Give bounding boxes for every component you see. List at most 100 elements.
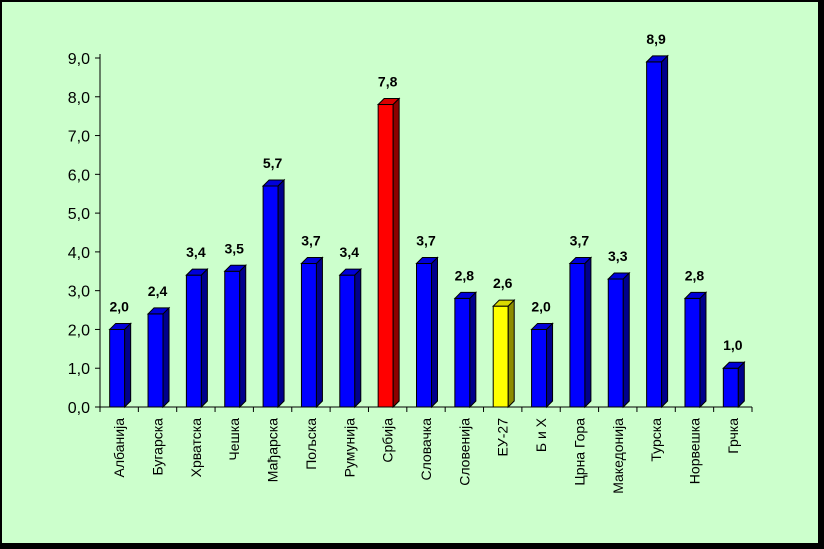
category-label: Хрватска — [188, 418, 204, 478]
category-label: Црна Гора — [571, 418, 587, 486]
category-label: Србија — [380, 418, 396, 463]
y-tick-label: 2,0 — [68, 322, 90, 339]
bar-side — [737, 361, 745, 409]
data-label: 1,0 — [723, 337, 743, 353]
y-tick-label: 4,0 — [68, 245, 90, 262]
bar-side — [431, 256, 438, 409]
y-tick-label: 1,0 — [68, 361, 90, 378]
category-label: Бугарска — [150, 418, 166, 476]
category-label: Б и Х — [533, 417, 549, 452]
bar-front — [416, 263, 432, 408]
bar-front — [722, 367, 739, 408]
bar-front — [646, 61, 663, 408]
bar-chart: 0,0 1,0 2,0 3,0 4,0 5,0 6,0 7,0 8,0 9,0 2,0 Албани… — [68, 31, 753, 494]
y-tick-label: 8,0 — [68, 90, 90, 107]
bar-side — [162, 306, 170, 409]
category-label: Словачка — [418, 418, 434, 481]
bar-side — [469, 291, 477, 409]
bar-front — [224, 270, 241, 408]
y-tick-label: 6,0 — [68, 167, 90, 184]
bar-side — [277, 178, 285, 409]
bar — [338, 267, 363, 409]
category-label: ЕУ-27 — [495, 418, 511, 457]
bar — [185, 267, 209, 409]
data-label: 3,4 — [340, 244, 360, 260]
bar-side — [584, 256, 592, 409]
data-label: 2,0 — [109, 298, 129, 314]
bar-side — [661, 54, 669, 409]
bar-front — [607, 278, 624, 408]
bar-side — [507, 298, 515, 409]
bar — [568, 256, 593, 409]
data-label: 3,3 — [608, 248, 628, 264]
bar-side — [699, 291, 707, 409]
category-label: Норвешка — [686, 418, 702, 484]
bar-side — [315, 256, 323, 409]
bar — [300, 256, 324, 409]
data-label: 3,5 — [225, 240, 245, 256]
category-label: Албанија — [111, 418, 127, 478]
labels: 2,0 Албанија 2,4 Бугарска 3,4 Хрватска 3,5 Чешк… — [109, 31, 742, 494]
bar-front — [300, 263, 317, 408]
bar-side — [239, 264, 247, 409]
bar-front — [262, 185, 279, 408]
data-label: 2,0 — [531, 298, 551, 314]
category-label: Словенија — [456, 418, 472, 486]
data-label: 5,7 — [263, 155, 283, 171]
axes: 0,0 1,0 2,0 3,0 4,0 5,0 6,0 7,0 8,0 9,0 — [68, 51, 753, 417]
bar — [261, 178, 286, 409]
category-label: Мађарска — [265, 418, 281, 482]
data-label: 7,8 — [378, 74, 398, 90]
data-label: 2,6 — [493, 275, 513, 291]
bar — [453, 291, 478, 409]
data-label: 8,9 — [646, 31, 666, 47]
bars — [108, 54, 746, 409]
bar — [415, 256, 439, 409]
data-label: 3,7 — [301, 233, 321, 249]
bar-front — [531, 328, 548, 408]
bar-front — [377, 104, 394, 408]
bar-side — [354, 267, 362, 409]
bar-side — [546, 322, 554, 409]
bar — [108, 322, 132, 409]
bar-front — [185, 274, 202, 408]
bar-front — [492, 305, 509, 408]
data-label: 2,8 — [455, 267, 475, 283]
bar-front — [339, 274, 356, 408]
y-tick-label: 9,0 — [68, 51, 90, 68]
bar — [607, 271, 631, 409]
category-label: Турска — [648, 418, 664, 462]
bar-side — [200, 267, 208, 409]
data-label: 3,7 — [416, 233, 436, 249]
y-tick-label: 0,0 — [68, 400, 90, 417]
data-label: 2,4 — [148, 283, 168, 299]
category-label: Пољска — [303, 418, 319, 470]
bar — [722, 361, 746, 409]
y-tick-label: 7,0 — [68, 129, 90, 146]
data-label: 3,7 — [570, 233, 590, 249]
bar-front — [684, 297, 701, 408]
bar-front — [454, 297, 471, 408]
bar — [530, 322, 554, 409]
data-label: 2,8 — [685, 267, 705, 283]
bar — [645, 54, 669, 409]
category-label: Грчка — [725, 418, 741, 454]
bar — [223, 264, 247, 409]
data-label: 3,4 — [186, 244, 206, 260]
bar — [491, 298, 516, 409]
bar — [376, 97, 401, 409]
bar-side — [124, 322, 132, 409]
chart-area: 0,0 1,0 2,0 3,0 4,0 5,0 6,0 7,0 8,0 9,0 2,0 Албани… — [2, 2, 818, 543]
bar-front — [147, 313, 164, 408]
bar-front — [569, 263, 586, 408]
bar-side — [622, 271, 630, 409]
bar-front — [109, 328, 126, 408]
y-tick-label: 5,0 — [68, 206, 90, 223]
bar — [683, 291, 708, 409]
y-tick-label: 3,0 — [68, 284, 90, 301]
bar-side — [392, 97, 400, 409]
category-label: Румунија — [341, 418, 357, 478]
bar — [146, 306, 171, 409]
category-label: Македонија — [610, 418, 626, 494]
category-label: Чешка — [226, 418, 242, 461]
